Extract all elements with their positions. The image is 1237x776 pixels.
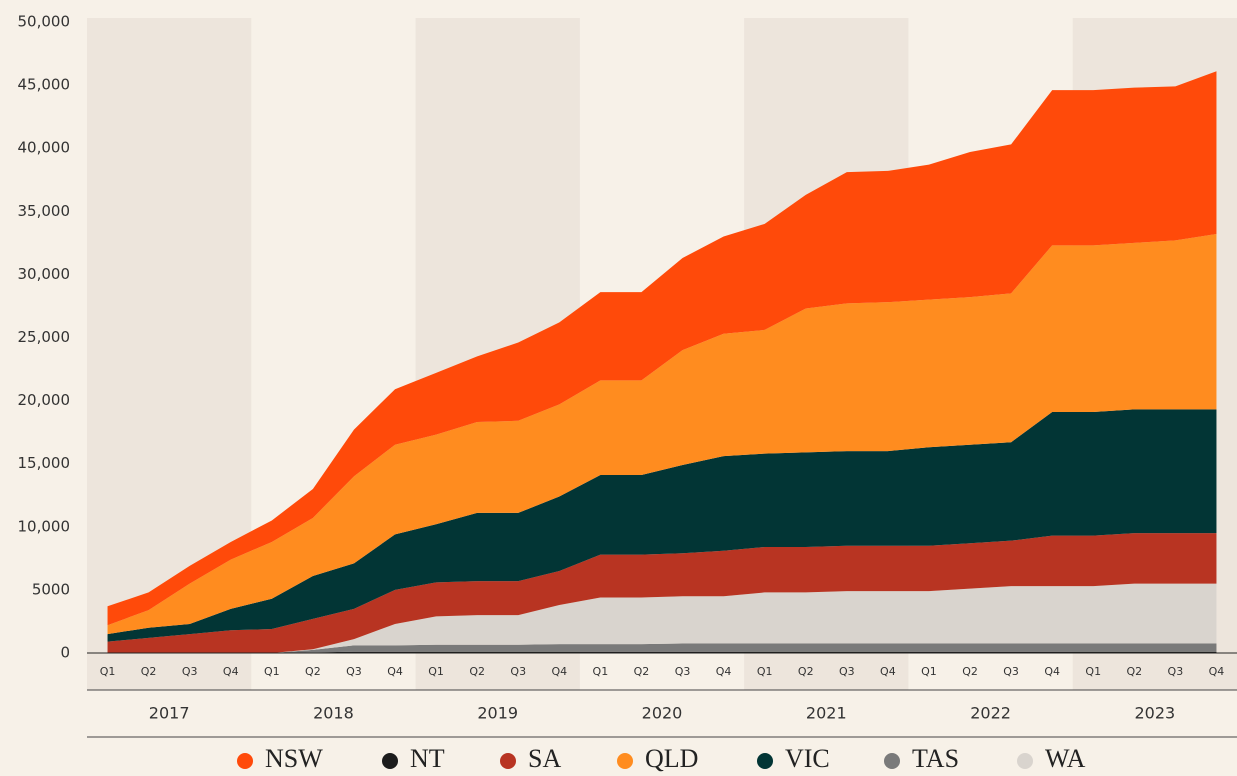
legend-label: VIC: [785, 744, 830, 773]
quarter-label: Q4: [1209, 665, 1225, 678]
quarter-label: Q2: [962, 665, 978, 678]
legend-label: WA: [1045, 744, 1086, 773]
quarter-label: Q3: [839, 665, 855, 678]
area: [107, 533, 1217, 653]
quarter-label: Q1: [921, 665, 937, 678]
quarter-label: Q3: [675, 665, 691, 678]
area: [107, 583, 1217, 653]
y-tick-label: 35,000: [18, 202, 71, 220]
y-tick-label: 30,000: [18, 265, 71, 283]
area: [107, 71, 1217, 626]
year-label: 2018: [313, 704, 354, 723]
quarter-label: Q1: [757, 665, 773, 678]
quarter-label: Q4: [716, 665, 732, 678]
quarter-label: Q3: [182, 665, 198, 678]
quarter-label: Q2: [798, 665, 814, 678]
y-tick-label: 25,000: [18, 328, 71, 346]
y-tick-label: 40,000: [18, 139, 71, 157]
quarter-label: Q1: [1085, 665, 1101, 678]
quarter-label: Q4: [880, 665, 896, 678]
quarter-label: Q2: [634, 665, 650, 678]
quarter-label: Q4: [223, 665, 239, 678]
quarter-label: Q4: [387, 665, 403, 678]
year-label: 2022: [970, 704, 1011, 723]
y-tick-label: 15,000: [18, 454, 71, 472]
area: [107, 234, 1217, 635]
quarter-label: Q1: [100, 665, 116, 678]
legend-label: NT: [410, 744, 445, 773]
y-tick-label: 45,000: [18, 76, 71, 94]
quarter-label: Q2: [305, 665, 321, 678]
legend-swatch: [884, 753, 900, 769]
quarter-label: Q3: [1003, 665, 1019, 678]
quarter-label: Q3: [510, 665, 526, 678]
area: [107, 409, 1217, 642]
y-tick-label: 20,000: [18, 391, 71, 409]
area: [107, 643, 1217, 653]
year-label: 2023: [1134, 704, 1175, 723]
legend-swatch: [617, 753, 633, 769]
quarter-label: Q2: [141, 665, 157, 678]
y-tick-label: 50,000: [18, 13, 71, 31]
legend-swatch: [237, 753, 253, 769]
legend-swatch: [757, 753, 773, 769]
year-label: 2021: [806, 704, 847, 723]
legend-swatch: [500, 753, 516, 769]
legend-label: NSW: [265, 744, 323, 773]
quarter-label: Q3: [346, 665, 362, 678]
year-label: 2020: [642, 704, 683, 723]
quarter-label: Q4: [1044, 665, 1060, 678]
quarter-label: Q4: [551, 665, 567, 678]
y-tick-label: 0: [60, 644, 70, 662]
legend-swatch: [382, 753, 398, 769]
legend-label: QLD: [645, 744, 698, 773]
quarter-label: Q1: [264, 665, 280, 678]
quarter-label: Q1: [593, 665, 609, 678]
quarter-label: Q1: [428, 665, 444, 678]
legend-swatch: [1017, 753, 1033, 769]
quarter-label: Q2: [1126, 665, 1142, 678]
year-label: 2017: [149, 704, 190, 723]
legend-label: TAS: [912, 744, 959, 773]
year-label: 2019: [477, 704, 518, 723]
y-tick-label: 10,000: [18, 517, 71, 535]
y-tick-label: 5000: [32, 580, 70, 598]
quarter-label: Q2: [469, 665, 485, 678]
legend-label: SA: [528, 744, 561, 773]
quarter-label: Q3: [1168, 665, 1184, 678]
